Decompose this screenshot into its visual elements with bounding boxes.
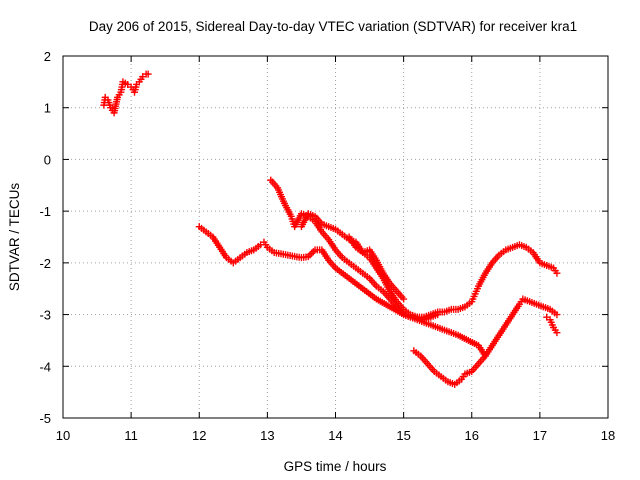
x-tick-label: 13 (260, 428, 274, 443)
y-tick-label: 0 (44, 152, 51, 167)
x-tick-label: 17 (533, 428, 547, 443)
data-point (553, 311, 561, 319)
y-tick-label: 1 (44, 101, 51, 116)
y-tick-label: -5 (39, 411, 51, 426)
x-tick-label: 15 (396, 428, 410, 443)
data-point (553, 269, 561, 277)
axis-ticks (62, 55, 609, 419)
series-segment-4 (297, 210, 442, 324)
y-axis-label: SDTVAR / TECUs (7, 183, 22, 292)
grid-lines (63, 56, 608, 418)
series-segment-5 (345, 233, 408, 303)
data-point (309, 248, 317, 256)
x-tick-label: 12 (192, 428, 206, 443)
y-tick-label: -2 (39, 256, 51, 271)
y-tick-label: -4 (39, 359, 51, 374)
series-segment-1 (100, 70, 152, 117)
data-point (144, 70, 152, 78)
data-point (308, 249, 316, 257)
data-point (553, 329, 561, 337)
y-tick-label: 2 (44, 49, 51, 64)
y-tick-labels: -5 -4 -3 -2 -1 0 1 2 (39, 49, 51, 426)
x-tick-label: 18 (601, 428, 615, 443)
data-point (400, 295, 408, 303)
data-points (100, 70, 561, 388)
x-tick-label: 10 (56, 428, 70, 443)
x-tick-labels: 10 11 12 13 14 15 16 17 18 (56, 428, 615, 443)
series-segment-2 (195, 223, 489, 360)
series-segment-6 (410, 295, 561, 388)
y-tick-label: -3 (39, 308, 51, 323)
series-segment-7 (543, 313, 561, 337)
data-point (434, 311, 442, 319)
chart-title: Day 206 of 2015, Sidereal Day-to-day VTE… (89, 19, 577, 34)
x-tick-label: 16 (465, 428, 479, 443)
series-segment-3 (267, 176, 561, 321)
x-axis-label: GPS time / hours (284, 459, 387, 474)
x-tick-label: 14 (328, 428, 342, 443)
x-tick-label: 11 (124, 428, 138, 443)
y-tick-label: -1 (39, 204, 51, 219)
